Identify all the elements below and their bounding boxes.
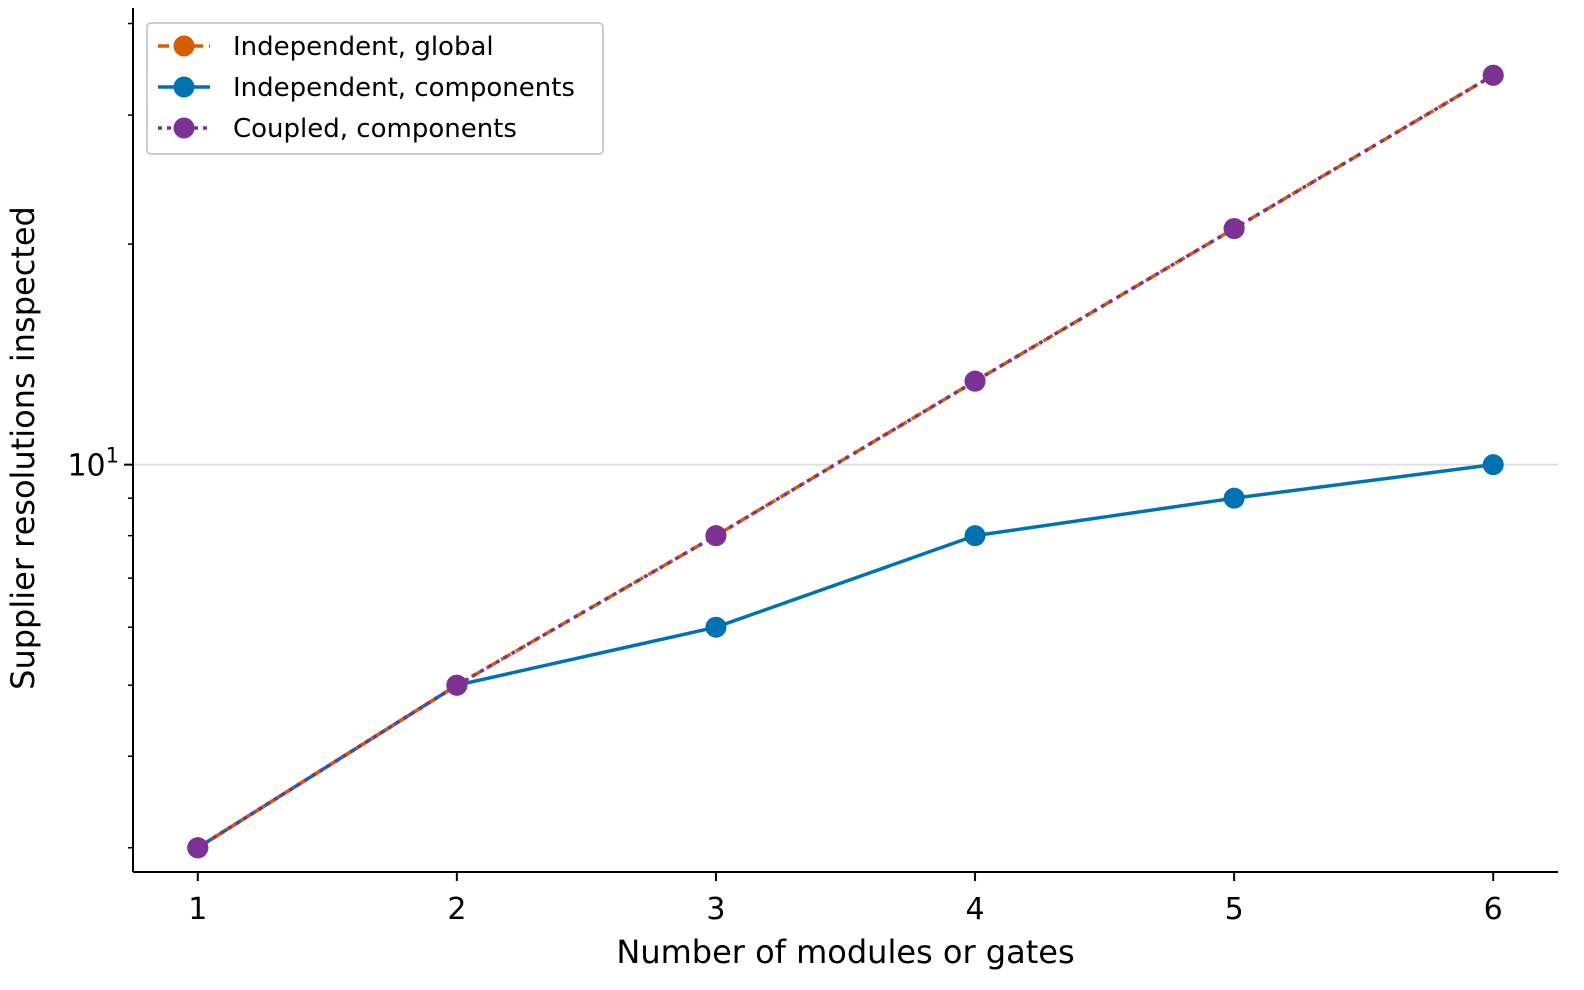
data-point <box>446 674 468 696</box>
data-point <box>964 525 986 547</box>
x-axis-label: Number of modules or gates <box>616 933 1074 971</box>
data-point <box>1223 218 1245 240</box>
data-point <box>1482 64 1504 86</box>
y-axis-label: Supplier resolutions inspected <box>4 206 42 690</box>
legend-marker <box>173 117 195 139</box>
x-tick-label: 6 <box>1484 892 1503 927</box>
legend-marker <box>173 35 195 57</box>
series-line <box>196 73 1495 850</box>
legend-label: Independent, components <box>233 73 575 103</box>
axes: 1 2 3 4 5 6 101 <box>67 8 1558 927</box>
data-point <box>1482 454 1504 476</box>
x-tick-label: 3 <box>706 892 725 927</box>
x-tick-label: 5 <box>1225 892 1244 927</box>
x-tick-label: 1 <box>188 892 207 927</box>
legend-marker <box>173 76 195 98</box>
data-point <box>705 616 727 638</box>
legend-label: Coupled, components <box>233 114 517 144</box>
y-tick-label: 101 <box>67 444 119 484</box>
data-point <box>1223 487 1245 509</box>
legend-label: Independent, global <box>233 32 494 62</box>
plot-series <box>187 64 1504 859</box>
legend: Independent, global Independent, componen… <box>146 22 604 155</box>
data-point <box>964 370 986 392</box>
series-line <box>196 73 1495 850</box>
legend-box <box>146 22 604 155</box>
data-point <box>187 837 209 859</box>
data-point <box>705 525 727 547</box>
x-tick-label: 2 <box>447 892 466 927</box>
x-tick-label: 4 <box>965 892 984 927</box>
